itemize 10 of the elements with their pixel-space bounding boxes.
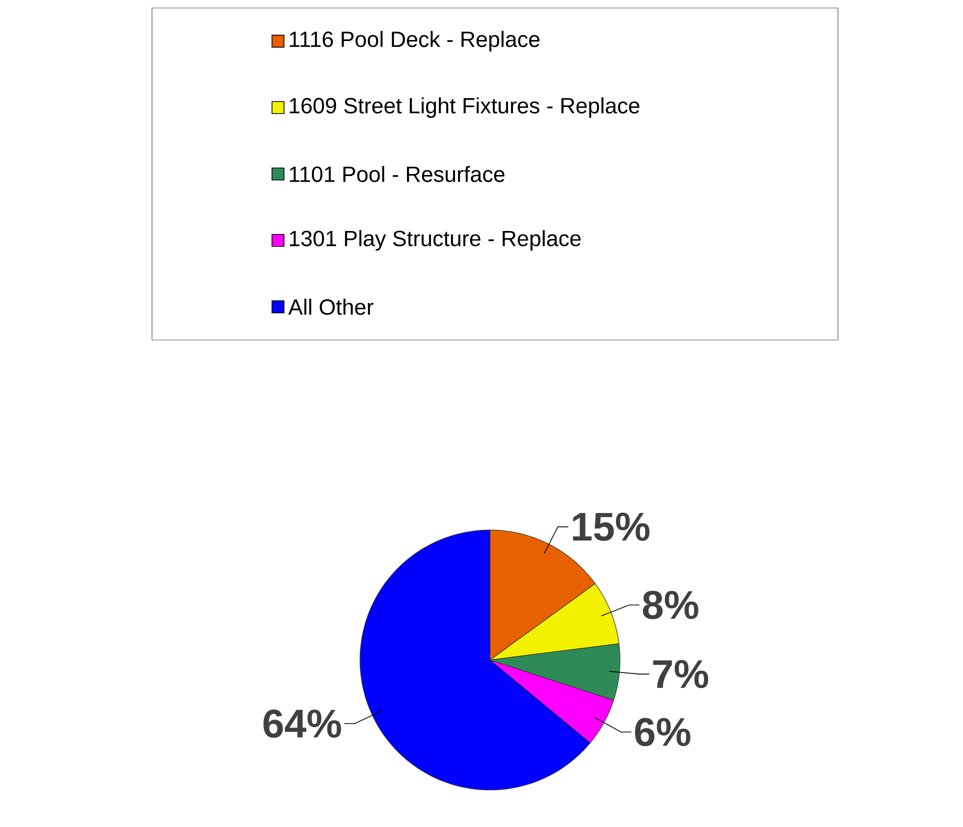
legend-label: 1101 Pool - Resurface — [290, 166, 504, 182]
data-label: 7% — [653, 660, 708, 688]
legend-label: 1609 Street Light Fixtures - Replace — [290, 97, 640, 118]
legend-label: 1301 Play Structure - Replace — [290, 230, 581, 251]
data-label: 15% — [573, 512, 650, 541]
legend-label: All Other — [288, 298, 374, 315]
data-label: 8% — [642, 590, 698, 620]
legend-label: 1116 Pool Deck - Replace — [290, 30, 540, 52]
data-label: 64% — [264, 709, 342, 738]
data-label: 6% — [635, 718, 690, 746]
